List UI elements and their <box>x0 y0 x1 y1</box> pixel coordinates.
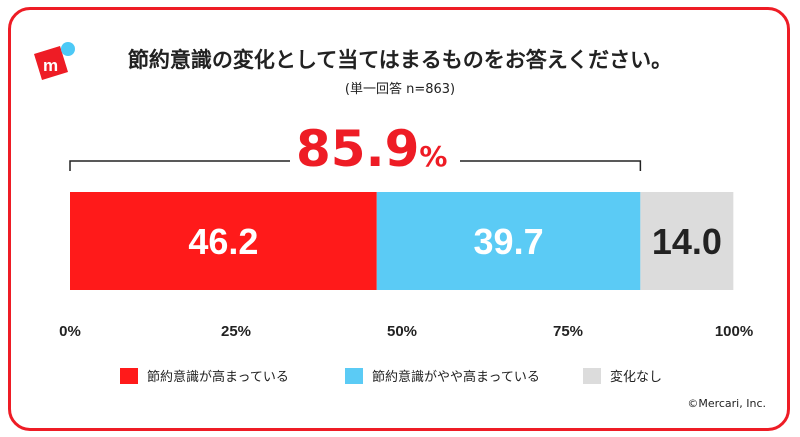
bar-segment-2 <box>640 192 734 290</box>
legend-label-2: 変化なし <box>610 369 662 385</box>
x-tick-label: 50% <box>387 323 417 340</box>
bar-label-2: 14.0 <box>652 221 722 262</box>
logo-dot <box>61 42 75 56</box>
legend-swatch-0 <box>120 368 138 384</box>
x-tick-label: 0% <box>59 323 81 340</box>
x-tick-label: 100% <box>715 323 753 340</box>
logo-letter: m <box>43 56 58 75</box>
chart-subtitle: (単一回答 n=863) <box>344 82 456 97</box>
legend: 節約意識が高まっている 節約意識がやや高まっている 変化なし <box>120 368 662 385</box>
mercari-logo-icon: m <box>34 42 75 80</box>
x-tick-label: 25% <box>221 323 251 340</box>
highlight-percent: 85.9% <box>296 120 447 178</box>
legend-label-1: 節約意識がやや高まっている <box>372 369 540 385</box>
logo-box <box>34 46 68 80</box>
bar-segment-0 <box>70 192 377 290</box>
bracket <box>69 160 642 171</box>
bracket-left <box>69 160 290 171</box>
bracket-right <box>460 160 642 171</box>
highlight-unit: % <box>419 140 448 173</box>
x-tick-label: 75% <box>553 323 583 340</box>
copyright-text: ©Mercari, Inc. <box>687 397 766 410</box>
legend-swatch-1 <box>345 368 363 384</box>
legend-label-0: 節約意識が高まっている <box>147 369 289 385</box>
legend-swatch-2 <box>583 368 601 384</box>
x-axis-ticks: 0% 25% 50% 75% 100% <box>59 323 753 340</box>
chart-title: 節約意識の変化として当てはまるものをお答えください。 <box>127 48 673 72</box>
bar-label-1: 39.7 <box>474 221 544 262</box>
bar-label-0: 46.2 <box>188 221 258 262</box>
bar-group: 46.2 39.7 14.0 <box>70 192 734 290</box>
highlight-value: 85.9 <box>296 120 420 178</box>
bar-segment-1 <box>376 192 641 290</box>
